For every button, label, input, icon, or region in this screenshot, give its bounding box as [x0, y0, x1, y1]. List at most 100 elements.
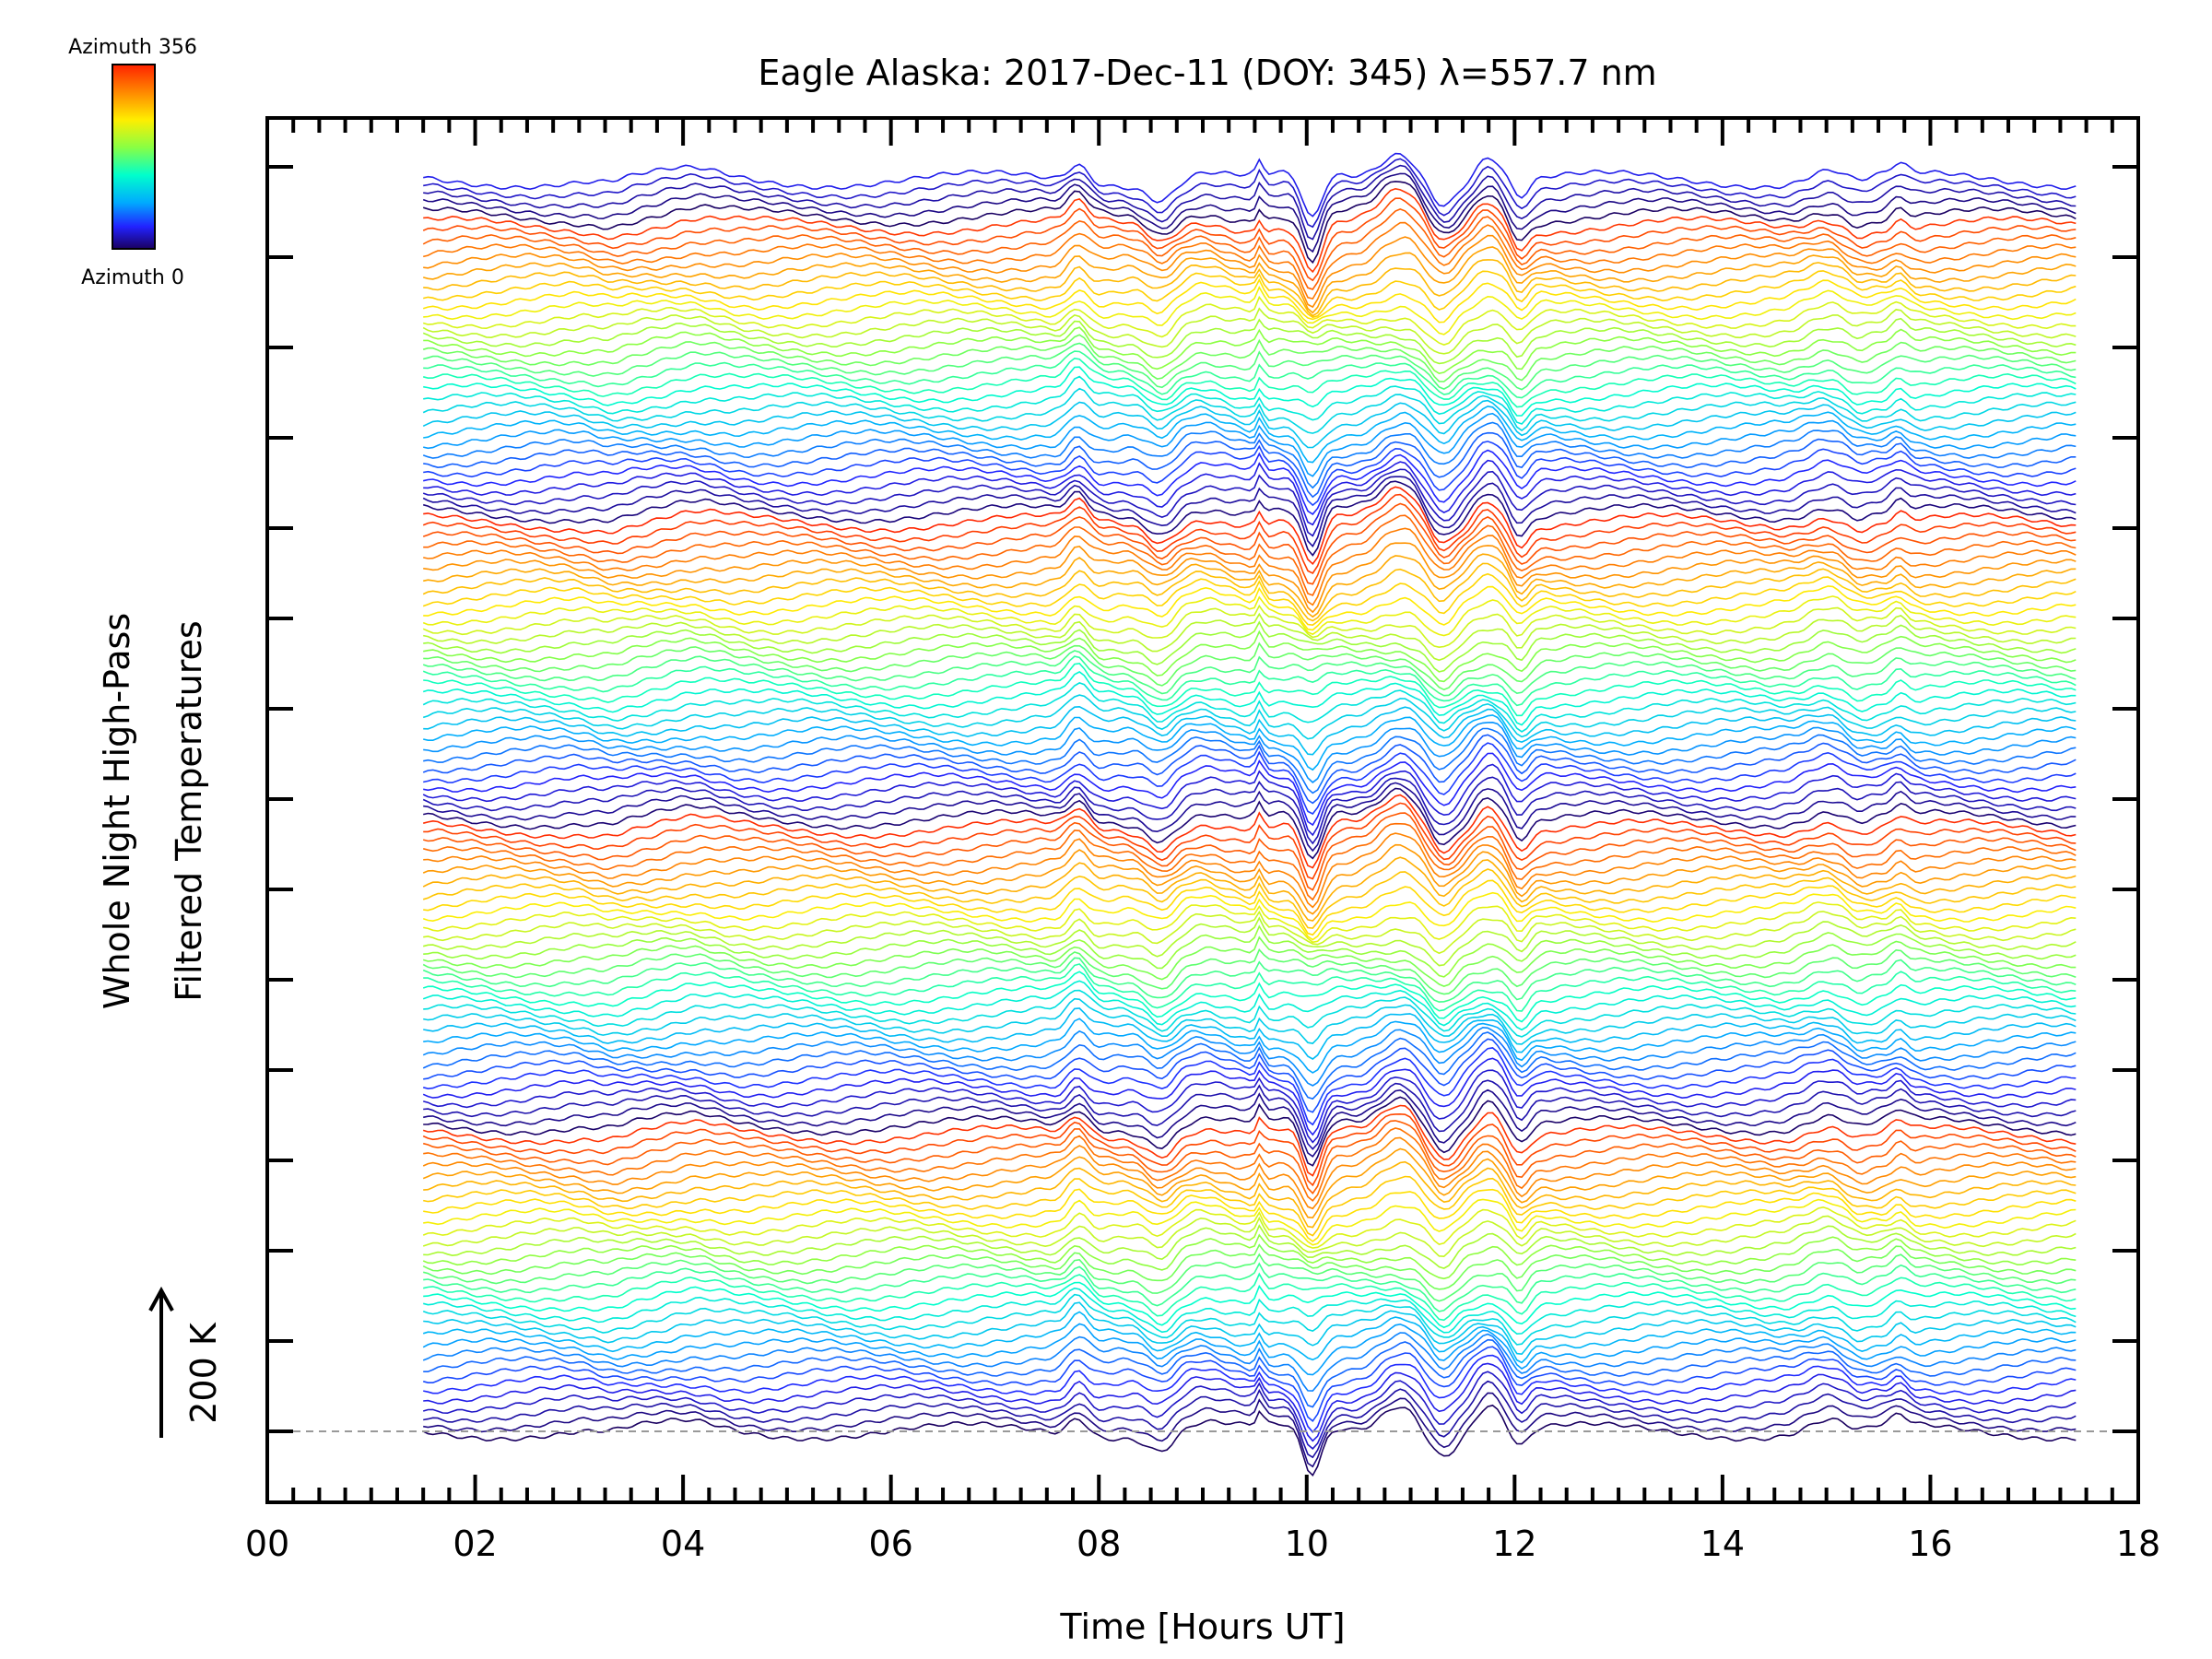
azimuth-trace: [422, 493, 2077, 575]
azimuth-trace: [422, 734, 2077, 805]
x-tick-label: 02: [453, 1524, 497, 1564]
azimuth-trace: [423, 612, 2077, 662]
azimuth-trace: [422, 278, 2077, 324]
azimuth-trace: [423, 375, 2077, 425]
azimuth-trace: [423, 1127, 2077, 1202]
scale-bar-label: 200 K: [183, 1322, 224, 1424]
azimuth-trace: [422, 1332, 2077, 1392]
azimuth-trace: [423, 1253, 2077, 1302]
azimuth-trace: [423, 164, 2077, 241]
azimuth-trace: [423, 989, 2077, 1038]
azimuth-trace: [422, 935, 2077, 987]
azimuth-trace: [422, 1346, 2077, 1422]
azimuth-trace: [422, 1206, 2077, 1249]
azimuth-trace: [422, 948, 2077, 995]
azimuth-trace: [422, 957, 2077, 1003]
azimuth-trace: [423, 1007, 2077, 1060]
azimuth-trace: [423, 514, 2077, 596]
azimuth-trace: [423, 901, 2077, 944]
azimuth-trace: [422, 980, 2077, 1031]
x-tick-label: 14: [1700, 1524, 1745, 1564]
azimuth-trace: [422, 172, 2077, 253]
azimuth-trace: [423, 158, 2077, 229]
azimuth-trace: [423, 1272, 2077, 1322]
azimuth-trace: [423, 794, 2077, 869]
azimuth-trace: [422, 868, 2077, 929]
azimuth-trace: [423, 350, 2077, 399]
azimuth-trace: [423, 714, 2077, 771]
azimuth-trace: [422, 317, 2077, 365]
azimuth-trace: [423, 963, 2077, 1012]
azimuth-trace: [423, 879, 2077, 936]
colorbar-bottom-label: Azimuth 0: [81, 266, 184, 289]
azimuth-trace: [422, 181, 2077, 265]
azimuth-trace: [422, 562, 2077, 622]
azimuth-trace: [422, 1404, 2077, 1477]
traces: [422, 152, 2077, 1477]
azimuth-trace: [422, 671, 2077, 726]
azimuth-trace: [423, 782, 2077, 853]
colorbar: [112, 64, 156, 250]
x-tick-label: 16: [1908, 1524, 1952, 1564]
azimuth-trace: [422, 572, 2077, 627]
azimuth-trace: [423, 620, 2077, 673]
azimuth-trace: [423, 449, 2077, 515]
azimuth-trace: [423, 412, 2077, 477]
azimuth-trace: [423, 286, 2077, 335]
azimuth-trace: [423, 1301, 2077, 1356]
colorbar-top-label: Azimuth 356: [68, 36, 197, 59]
chart-title: Eagle Alaska: 2017-Dec-11 (DOY: 345) λ=5…: [758, 53, 1656, 93]
azimuth-trace: [423, 585, 2077, 631]
azimuth-trace: [423, 1079, 2077, 1150]
azimuth-trace: [423, 1362, 2077, 1442]
x-axis-label: Time [Hours UT]: [1059, 1606, 1345, 1647]
azimuth-trace: [423, 832, 2077, 909]
scale-bar-arrow-head: [148, 1286, 174, 1312]
azimuth-trace: [422, 1047, 2077, 1126]
azimuth-trace: [423, 1338, 2077, 1408]
azimuth-trace: [423, 234, 2077, 309]
azimuth-trace: [423, 431, 2077, 499]
azimuth-trace: [422, 655, 2077, 707]
azimuth-trace: [423, 221, 2077, 300]
azimuth-trace: [423, 1120, 2077, 1194]
azimuth-trace: [423, 1160, 2077, 1229]
azimuth-trace: [422, 822, 2077, 901]
azimuth-trace: [422, 1104, 2077, 1177]
azimuth-trace: [423, 527, 2077, 606]
x-tick-label: 18: [2116, 1524, 2160, 1564]
azimuth-trace: [422, 604, 2077, 649]
azimuth-trace: [423, 1188, 2077, 1242]
azimuth-trace: [423, 1354, 2077, 1434]
azimuth-trace: [423, 1038, 2077, 1113]
azimuth-trace: [423, 152, 2077, 218]
azimuth-trace: [423, 1262, 2077, 1312]
azimuth-trace: [423, 1392, 2077, 1468]
azimuth-trace: [422, 295, 2077, 346]
azimuth-trace: [422, 1311, 2077, 1364]
azimuth-trace: [423, 270, 2077, 319]
azimuth-trace: [422, 1243, 2077, 1290]
x-tick-label: 08: [1077, 1524, 1121, 1564]
azimuth-trace: [422, 197, 2077, 282]
azimuth-trace: [422, 1031, 2077, 1100]
y-axis-label-line2: Filtered Temperatures: [169, 620, 209, 1001]
azimuth-trace: [423, 787, 2077, 860]
azimuth-trace: [423, 1380, 2077, 1459]
azimuth-trace: [422, 1147, 2077, 1219]
azimuth-trace: [422, 891, 2077, 941]
azimuth-trace: [423, 1069, 2077, 1144]
azimuth-trace: [423, 1018, 2077, 1074]
azimuth-trace: [423, 662, 2077, 717]
x-tick-label: 10: [1285, 1524, 1329, 1564]
azimuth-trace: [422, 399, 2077, 449]
y-axis-label-line1: Whole Night High-Pass: [97, 613, 137, 1009]
y-ticks: [267, 165, 2138, 1433]
scale-bar: 200 K: [148, 1286, 224, 1438]
azimuth-trace: [423, 441, 2077, 507]
azimuth-trace: [422, 480, 2077, 557]
azimuth-trace: [423, 1198, 2077, 1246]
azimuth-trace: [423, 1224, 2077, 1269]
azimuth-trace: [422, 694, 2077, 740]
azimuth-trace: [423, 924, 2077, 978]
